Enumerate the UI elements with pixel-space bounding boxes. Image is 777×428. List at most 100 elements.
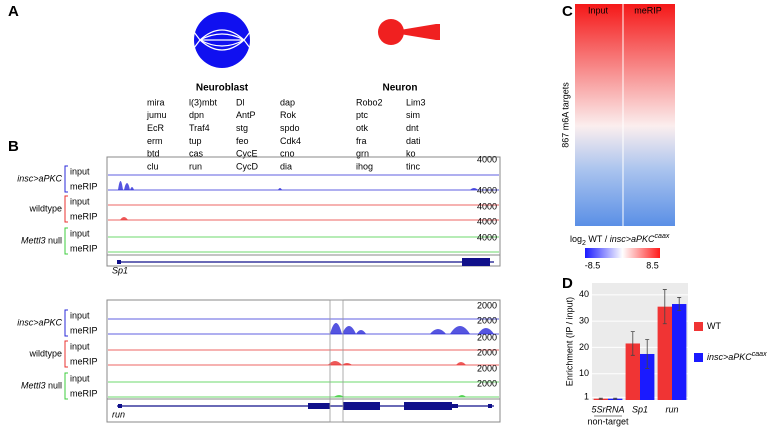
bar: [640, 353, 655, 400]
legend-sup: caax: [752, 351, 767, 358]
gene-name: AntP: [236, 110, 256, 120]
gene-name: run: [189, 161, 202, 171]
gene-name: feo: [236, 136, 249, 146]
exon: [488, 404, 492, 408]
column-label: Input: [588, 5, 609, 15]
signal-peak: [450, 326, 470, 334]
y-tick-label: 20: [579, 342, 589, 352]
gene-name: dati: [406, 136, 421, 146]
track-label: meRIP: [70, 356, 98, 366]
track-label: input: [70, 166, 90, 176]
gene-name: tinc: [406, 161, 421, 171]
group-name: wildtype: [28, 349, 62, 359]
colorbar-tick: 8.5: [646, 260, 659, 270]
bracket: [64, 195, 68, 223]
track-label: meRIP: [70, 211, 98, 221]
exon: [117, 260, 121, 264]
scale-label: 2000: [477, 363, 497, 373]
exon: [452, 404, 458, 408]
legend-swatch: [694, 322, 703, 331]
bracket: [64, 372, 68, 400]
group-label: Mettl3 null: [21, 381, 62, 391]
gene-name: sim: [406, 110, 420, 120]
gene-name: stg: [236, 123, 248, 133]
gene-name: Cdk4: [280, 136, 301, 146]
gene-name: EcR: [147, 123, 165, 133]
x-tick-label: Sp1: [632, 404, 648, 414]
exon: [308, 403, 330, 409]
spindle: [193, 29, 251, 51]
track-label: meRIP: [70, 388, 98, 398]
gene-name: l(3)mbt: [189, 97, 218, 107]
browser-frame: [106, 156, 501, 267]
group-label: wildtype: [28, 204, 62, 214]
error-bar: [677, 297, 682, 312]
column-label: meRIP: [634, 5, 662, 15]
gene-name: Traf4: [189, 123, 210, 133]
y-tick-label: 1: [584, 392, 589, 402]
colorbar-label-part: WT /: [586, 234, 610, 244]
colorbar-label-part: 2: [582, 240, 586, 247]
bracket: [64, 340, 68, 368]
scale-label: 4000: [477, 154, 497, 164]
scale-label: 2000: [477, 378, 497, 388]
signal-peak: [130, 187, 134, 190]
panel-label: D: [562, 275, 573, 292]
gene-name: erm: [147, 136, 163, 146]
panel-a: Neuroblast Neuron: [193, 12, 440, 94]
colorbar-label-part: insc>aPKC: [610, 234, 655, 244]
gene-name: Robo2: [356, 97, 383, 107]
signal-peak: [470, 188, 478, 190]
y-tick-label: 40: [579, 289, 589, 299]
exon: [404, 402, 452, 410]
signal-peak: [456, 362, 466, 365]
gene-name: Dl: [236, 97, 245, 107]
track-label: input: [70, 310, 90, 320]
signal-peak: [478, 328, 494, 334]
gene-name: tup: [189, 136, 202, 146]
bracket: [64, 309, 68, 337]
signal-peak: [342, 326, 356, 334]
scale-label: 4000: [477, 216, 497, 226]
gene-name: mira: [147, 97, 165, 107]
exon: [462, 258, 490, 266]
scale-label: 4000: [477, 201, 497, 211]
bracket: [64, 227, 68, 255]
group-label: wildtype: [28, 349, 62, 359]
gene-label: Sp1: [112, 265, 128, 275]
error-bar: [630, 331, 635, 356]
gene-name: dnt: [406, 123, 419, 133]
gene-name: ko: [406, 149, 416, 159]
neuron-title: Neuron: [383, 83, 418, 94]
gene-label: run: [112, 409, 125, 419]
x-tick-label: 5SrRNA: [591, 404, 624, 414]
gene-name: dap: [280, 97, 295, 107]
gene-name: ptc: [356, 110, 369, 120]
exon: [118, 404, 122, 408]
axon: [400, 24, 440, 40]
gene-name: dpn: [189, 110, 204, 120]
track-label: meRIP: [70, 181, 98, 191]
gene-name: cno: [280, 149, 295, 159]
legend-label: WT: [707, 321, 721, 331]
bar: [625, 343, 640, 400]
colorbar-label-part: log: [570, 234, 582, 244]
signal-peak: [120, 217, 128, 220]
gene-name: clu: [147, 161, 159, 171]
group-name: insc>aPKC: [17, 174, 62, 184]
group-name: Mettl3: [21, 236, 46, 246]
gene-name: otk: [356, 123, 369, 133]
gene-name: fra: [356, 136, 367, 146]
group-suffix: null: [45, 236, 62, 246]
y-tick-label: 10: [579, 368, 589, 378]
group-label: Mettl3 null: [21, 236, 62, 246]
gene-name: cas: [189, 149, 204, 159]
legend-name: insc>aPKC: [707, 352, 752, 362]
y-axis-title: Enrichment (IP / input): [564, 297, 574, 386]
error-bar: [645, 339, 650, 369]
gene-name: jumu: [146, 110, 167, 120]
signal-peak: [458, 395, 466, 397]
bar: [672, 304, 687, 400]
error-bar: [613, 397, 618, 400]
